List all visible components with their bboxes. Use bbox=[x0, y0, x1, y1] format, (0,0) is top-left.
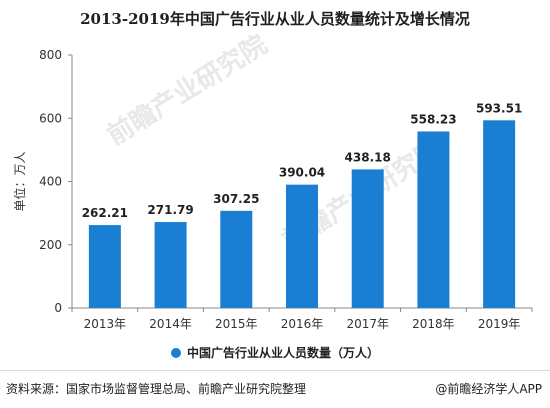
bar bbox=[88, 225, 121, 308]
y-tick-label: 600 bbox=[39, 111, 62, 125]
bar bbox=[351, 169, 384, 308]
data-label: 307.25 bbox=[213, 192, 259, 206]
data-label: 558.23 bbox=[410, 112, 456, 126]
brand-credit: @前瞻经济学人APP bbox=[435, 382, 542, 396]
chart-title: 2013-2019年中国广告行业从业人员数量统计及增长情况 bbox=[80, 10, 470, 28]
legend-marker bbox=[170, 348, 181, 358]
legend-label: 中国广告行业从业人员数量（万人） bbox=[186, 346, 379, 360]
bar-chart: 0 200 400 600 800 单位：万人 262.21 2013年 271.79 2014年… bbox=[12, 48, 533, 331]
x-tick-label: 2017年 bbox=[346, 317, 389, 331]
bar bbox=[220, 210, 253, 308]
data-label: 271.79 bbox=[147, 203, 193, 217]
x-tick-label: 2015年 bbox=[215, 317, 258, 331]
x-tick-label: 2019年 bbox=[478, 317, 521, 331]
x-tick-label: 2014年 bbox=[149, 317, 192, 331]
y-tick-label: 200 bbox=[39, 238, 62, 252]
footer-divider bbox=[0, 370, 550, 371]
data-label: 390.04 bbox=[279, 166, 325, 180]
bar bbox=[417, 131, 450, 308]
y-tick-label: 800 bbox=[39, 48, 62, 62]
bar bbox=[154, 222, 187, 308]
chart-legend: 中国广告行业从业人员数量（万人） bbox=[0, 344, 550, 361]
data-label: 593.51 bbox=[476, 101, 522, 115]
y-tick-label: 0 bbox=[54, 301, 62, 315]
data-label: 438.18 bbox=[345, 150, 391, 164]
bar bbox=[286, 184, 318, 308]
x-tick-label: 2013年 bbox=[84, 317, 127, 331]
x-tick-label: 2016年 bbox=[281, 317, 324, 331]
source-note: 资料来源：国家市场监督管理总局、前瞻产业研究院整理 bbox=[6, 382, 307, 396]
data-label: 262.21 bbox=[82, 206, 128, 220]
bar bbox=[483, 120, 516, 308]
y-tick-label: 400 bbox=[39, 175, 62, 189]
x-tick-label: 2018年 bbox=[412, 317, 455, 331]
y-axis-title: 单位：万人 bbox=[12, 151, 27, 211]
